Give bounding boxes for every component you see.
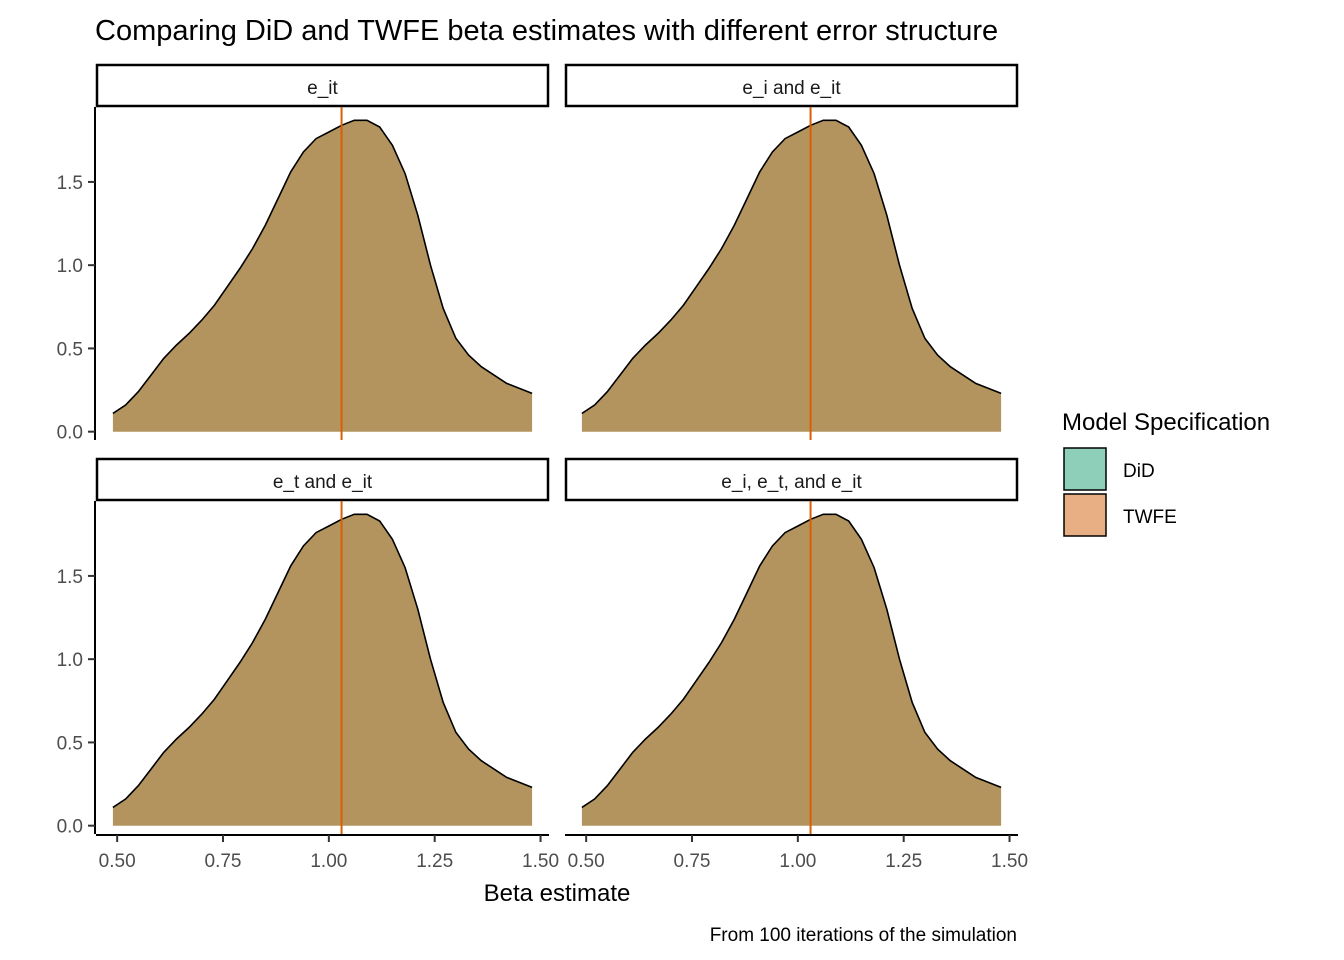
legend-title: Model Specification — [1062, 409, 1270, 436]
facet-panel: e_i, e_t, and e_it 0.50 0.75 1.00 1.25 1.50 — [564, 457, 1028, 872]
x-tick-label: 1.25 — [416, 851, 453, 872]
facet-strip-label: e_i, e_t, and e_it — [721, 472, 862, 493]
chart-caption: From 100 iterations of the simulation — [710, 925, 1017, 946]
x-tick-label: 1.00 — [779, 851, 816, 872]
x-tick-label: 0.50 — [568, 851, 605, 872]
facet-strip-label: e_i and e_it — [742, 78, 841, 99]
density-area — [581, 120, 1002, 432]
facet-strip-label: e_t and e_it — [273, 472, 373, 493]
legend-key — [1063, 493, 1107, 537]
x-tick-label: 1.50 — [522, 851, 559, 872]
y-tick-label: 0.5 — [57, 733, 83, 754]
density-outline — [581, 513, 1002, 809]
legend-key — [1063, 447, 1107, 491]
x-tick-label: 1.25 — [885, 851, 922, 872]
density-area — [581, 514, 1002, 826]
facet-panel: e_t and e_it 0.0 0.5 1.0 1.5 0.50 0.75 1.00 1.25… — [57, 457, 559, 872]
density-area — [112, 514, 533, 826]
density-area — [112, 120, 533, 432]
density-outline — [112, 119, 533, 415]
density-outline — [112, 513, 533, 809]
facet-strip — [95, 457, 550, 502]
facet-strip-label: e_it — [307, 78, 338, 99]
legend-label: DiD — [1123, 461, 1155, 482]
facet-strip — [564, 63, 1019, 108]
y-tick-label: 1.5 — [57, 173, 83, 194]
y-tick-label: 1.5 — [57, 567, 83, 588]
legend-label: TWFE — [1123, 507, 1177, 528]
legend: Model Specification DiD TWFE — [1062, 409, 1270, 537]
facet-strip — [564, 457, 1019, 502]
density-outline — [581, 119, 1002, 415]
x-axis-title: Beta estimate — [484, 880, 631, 907]
facet-panel: e_it 0.0 0.5 1.0 1.5 — [57, 63, 550, 444]
y-tick-label: 0.0 — [57, 817, 83, 838]
facet-panels: e_it 0.0 0.5 1.0 1.5 e_i and e_it e_t and e_it… — [57, 63, 1028, 872]
x-tick-label: 0.75 — [674, 851, 711, 872]
y-tick-label: 1.0 — [57, 650, 83, 671]
x-tick-label: 0.75 — [205, 851, 242, 872]
x-tick-label: 0.50 — [99, 851, 136, 872]
y-tick-label: 0.0 — [57, 423, 83, 444]
y-tick-label: 1.0 — [57, 256, 83, 277]
x-tick-label: 1.50 — [991, 851, 1028, 872]
facet-panel: e_i and e_it — [564, 63, 1019, 440]
facet-strip — [95, 63, 550, 108]
chart-title: Comparing DiD and TWFE beta estimates wi… — [95, 15, 998, 47]
x-tick-label: 1.00 — [310, 851, 347, 872]
y-tick-label: 0.5 — [57, 339, 83, 360]
